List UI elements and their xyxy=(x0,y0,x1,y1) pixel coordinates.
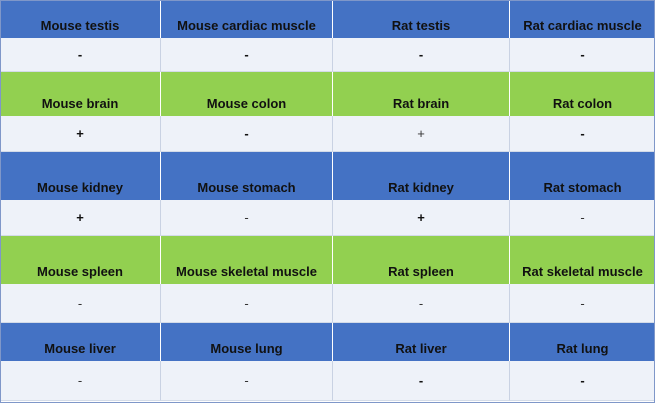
expression-value-rat-stomach: - xyxy=(510,200,655,236)
expression-value-mouse-testis: - xyxy=(0,38,161,72)
expression-value-rat-skeletal-muscle: - xyxy=(510,284,655,323)
tissue-label-rat-skeletal-muscle: Rat skeletal muscle xyxy=(510,236,655,284)
tissue-label-mouse-stomach: Mouse stomach xyxy=(161,152,333,200)
expression-value-mouse-brain: + xyxy=(0,116,161,152)
expression-value-rat-cardiac-muscle: - xyxy=(510,38,655,72)
tissue-label-mouse-liver: Mouse liver xyxy=(0,323,161,361)
tissue-label-rat-brain: Rat brain xyxy=(333,72,510,116)
expression-value-rat-liver: - xyxy=(333,361,510,401)
tissue-label-mouse-lung: Mouse lung xyxy=(161,323,333,361)
tissue-label-mouse-brain: Mouse brain xyxy=(0,72,161,116)
expression-value-rat-testis: - xyxy=(333,38,510,72)
expression-value-rat-lung: - xyxy=(510,361,655,401)
expression-value-rat-kidney: + xyxy=(333,200,510,236)
tissue-label-mouse-spleen: Mouse spleen xyxy=(0,236,161,284)
expression-value-mouse-colon: - xyxy=(161,116,333,152)
expression-value-mouse-skeletal-muscle: - xyxy=(161,284,333,323)
tissue-label-rat-testis: Rat testis xyxy=(333,0,510,38)
tissue-label-rat-liver: Rat liver xyxy=(333,323,510,361)
tissue-label-rat-stomach: Rat stomach xyxy=(510,152,655,200)
tissue-label-rat-kidney: Rat kidney xyxy=(333,152,510,200)
expression-value-rat-spleen: - xyxy=(333,284,510,323)
tissue-label-mouse-colon: Mouse colon xyxy=(161,72,333,116)
expression-value-mouse-lung: - xyxy=(161,361,333,401)
tissue-label-rat-colon: Rat colon xyxy=(510,72,655,116)
expression-value-mouse-stomach: - xyxy=(161,200,333,236)
expression-value-mouse-spleen: - xyxy=(0,284,161,323)
expression-value-rat-colon: - xyxy=(510,116,655,152)
expression-value-mouse-kidney: + xyxy=(0,200,161,236)
tissue-label-rat-spleen: Rat spleen xyxy=(333,236,510,284)
tissue-label-mouse-skeletal-muscle: Mouse skeletal muscle xyxy=(161,236,333,284)
tissue-label-rat-cardiac-muscle: Rat cardiac muscle xyxy=(510,0,655,38)
tissue-label-mouse-testis: Mouse testis xyxy=(0,0,161,38)
expression-value-mouse-liver: - xyxy=(0,361,161,401)
tissue-label-mouse-kidney: Mouse kidney xyxy=(0,152,161,200)
tissue-label-mouse-cardiac-muscle: Mouse cardiac muscle xyxy=(161,0,333,38)
expression-value-mouse-cardiac-muscle: - xyxy=(161,38,333,72)
tissue-label-rat-lung: Rat lung xyxy=(510,323,655,361)
expression-value-rat-brain: + xyxy=(333,116,510,152)
